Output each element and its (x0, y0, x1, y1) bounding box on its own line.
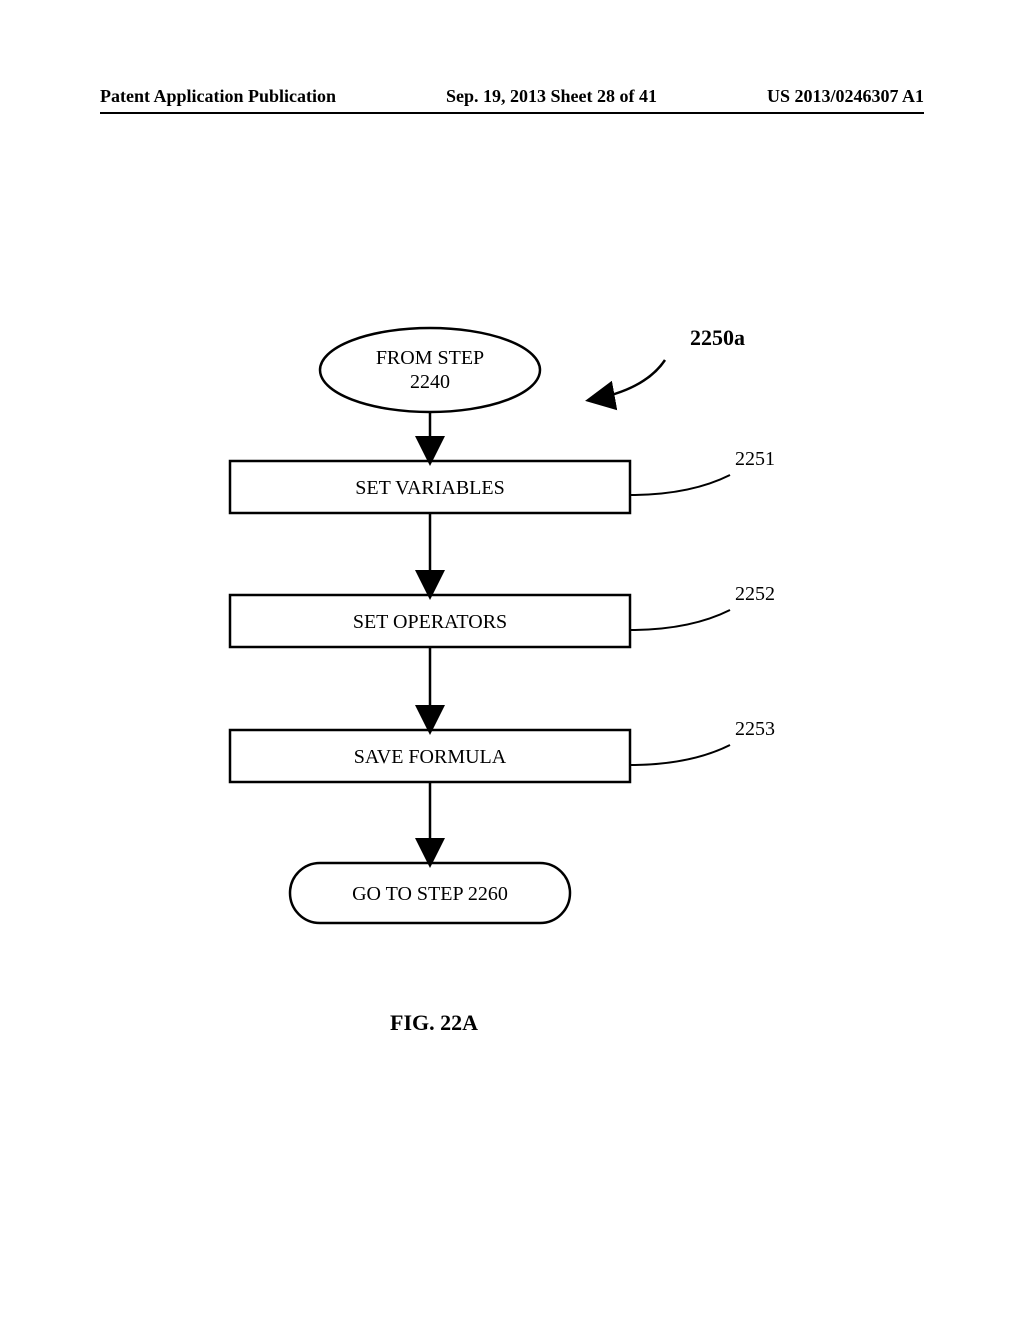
ref-number: 2251 (735, 448, 775, 470)
node-text: 2240 (410, 371, 450, 393)
node-text: SAVE FORMULA (354, 746, 507, 768)
ref-number: 2253 (735, 718, 775, 740)
leader-line (630, 610, 730, 630)
node-text: GO TO STEP 2260 (352, 883, 508, 905)
figure-caption: FIG. 22A (390, 1010, 478, 1036)
node-text: SET VARIABLES (355, 477, 504, 499)
ref-label: 2250a (690, 325, 745, 350)
node-text: FROM STEP (376, 347, 484, 369)
node-text: SET OPERATORS (353, 611, 507, 633)
leader-line (630, 745, 730, 765)
terminator-start (320, 328, 540, 412)
ref-number: 2252 (735, 583, 775, 605)
ref-arrow (590, 360, 665, 400)
leader-line (630, 475, 730, 495)
flowchart-svg: FROM STEP2240 SET VARIABLES 2251 SET OPERAT… (0, 0, 1024, 1320)
